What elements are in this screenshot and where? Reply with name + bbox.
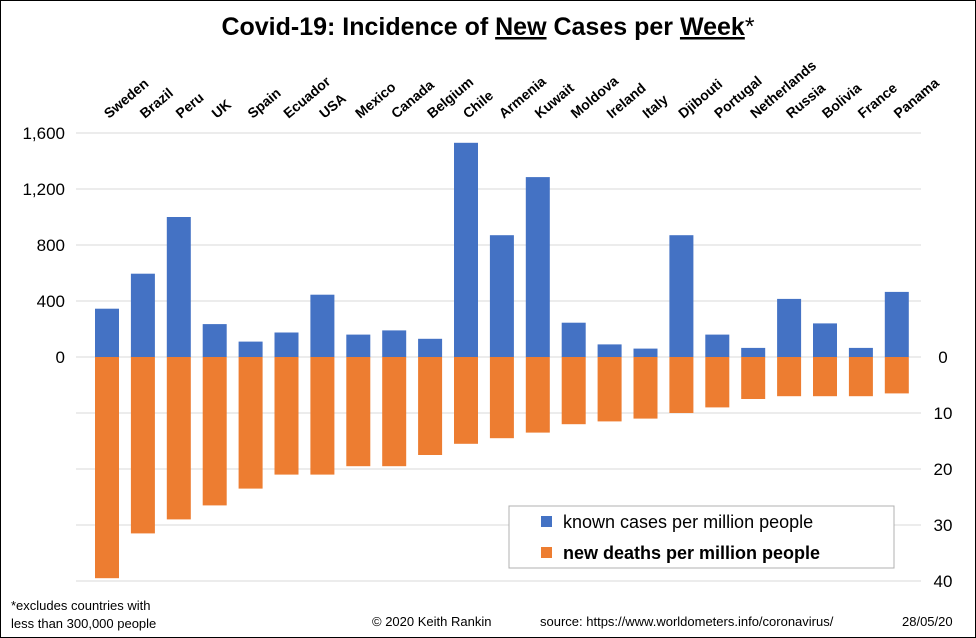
cases-bar — [597, 344, 622, 357]
footnote-line-2: less than 300,000 people — [11, 616, 156, 631]
deaths-bar — [310, 357, 335, 475]
deaths-bar — [202, 357, 227, 506]
deaths-bar — [633, 357, 658, 419]
right-tick-label: 20 — [934, 460, 953, 479]
cases-series — [95, 142, 909, 357]
deaths-bar — [525, 357, 550, 433]
deaths-bar — [130, 357, 155, 534]
deaths-series — [95, 357, 909, 579]
right-tick-label: 0 — [938, 348, 947, 367]
cases-bar — [777, 298, 802, 357]
date: 28/05/20 — [902, 614, 953, 629]
cases-bar — [848, 347, 873, 357]
cases-bar — [884, 291, 909, 357]
right-tick-label: 40 — [934, 572, 953, 591]
cases-bar — [310, 294, 335, 357]
deaths-bar — [382, 357, 407, 467]
deaths-bar — [741, 357, 766, 399]
cases-bar — [525, 177, 550, 357]
category-label: France — [855, 79, 901, 121]
cases-bar — [274, 332, 299, 357]
cases-bar — [489, 235, 514, 357]
cases-bar — [705, 334, 730, 357]
deaths-bar — [777, 357, 802, 397]
cases-bar — [346, 334, 371, 357]
deaths-bar — [95, 357, 119, 579]
left-tick-label: 1,600 — [22, 124, 65, 143]
title-asterisk: * — [745, 13, 755, 41]
title-part-week: Week — [680, 13, 745, 41]
deaths-bar — [274, 357, 299, 475]
cases-bar — [130, 273, 155, 357]
deaths-bar — [166, 357, 191, 520]
footer: *excludes countries with less than 300,0… — [11, 598, 953, 631]
source: source: https://www.worldometers.info/co… — [540, 614, 834, 629]
cases-bar — [813, 323, 837, 357]
category-label: Peru — [172, 89, 206, 121]
legend: known cases per million people new death… — [508, 505, 895, 569]
cases-bar — [454, 142, 478, 357]
deaths-bar — [418, 357, 443, 455]
deaths-bar — [238, 357, 263, 489]
deaths-bar — [705, 357, 730, 408]
legend-swatch-cases — [541, 516, 552, 527]
cases-bar — [95, 308, 119, 357]
cases-bar — [382, 330, 407, 357]
deaths-bar — [884, 357, 909, 394]
left-tick-label: 800 — [37, 236, 65, 255]
title-part-new: New — [495, 13, 547, 41]
deaths-bar — [597, 357, 622, 422]
cases-bar — [238, 341, 263, 357]
left-axis: 0 400 800 1,200 1,600 — [22, 124, 65, 367]
deaths-bar — [454, 357, 478, 444]
footnote-line-1: *excludes countries with — [11, 598, 150, 613]
category-label: Spain — [244, 85, 283, 122]
title-part: Covid-19: Incidence of — [221, 13, 495, 41]
right-tick-label: 10 — [934, 404, 953, 423]
legend-label-cases: known cases per million people — [563, 512, 813, 532]
left-tick-label: 1,200 — [22, 180, 65, 199]
category-label: Bolivia — [819, 79, 865, 121]
deaths-bar — [813, 357, 837, 397]
category-label: Panama — [890, 74, 942, 121]
cases-bar — [166, 217, 191, 357]
chart-title: Covid-19: Incidence of New Cases per Wee… — [221, 13, 754, 41]
right-tick-label: 30 — [934, 516, 953, 535]
legend-box — [508, 505, 895, 569]
deaths-bar — [489, 357, 514, 439]
left-tick-label: 400 — [37, 292, 65, 311]
credit: © 2020 Keith Rankin — [372, 614, 491, 629]
cases-bar — [741, 347, 766, 357]
legend-swatch-deaths — [541, 547, 552, 558]
deaths-bar — [848, 357, 873, 397]
right-axis: 0 10 20 30 40 — [934, 348, 953, 591]
cases-bar — [202, 324, 227, 357]
deaths-bar — [669, 357, 694, 413]
title-part: Cases per — [547, 13, 680, 41]
cases-bar — [418, 338, 443, 357]
category-label: UK — [208, 96, 234, 121]
deaths-bar — [561, 357, 586, 425]
cases-bar — [633, 348, 658, 357]
left-tick-label: 0 — [56, 348, 65, 367]
deaths-bar — [346, 357, 371, 467]
cases-bar — [669, 235, 694, 357]
cases-bar — [561, 322, 586, 357]
legend-label-deaths: new deaths per million people — [563, 543, 820, 563]
